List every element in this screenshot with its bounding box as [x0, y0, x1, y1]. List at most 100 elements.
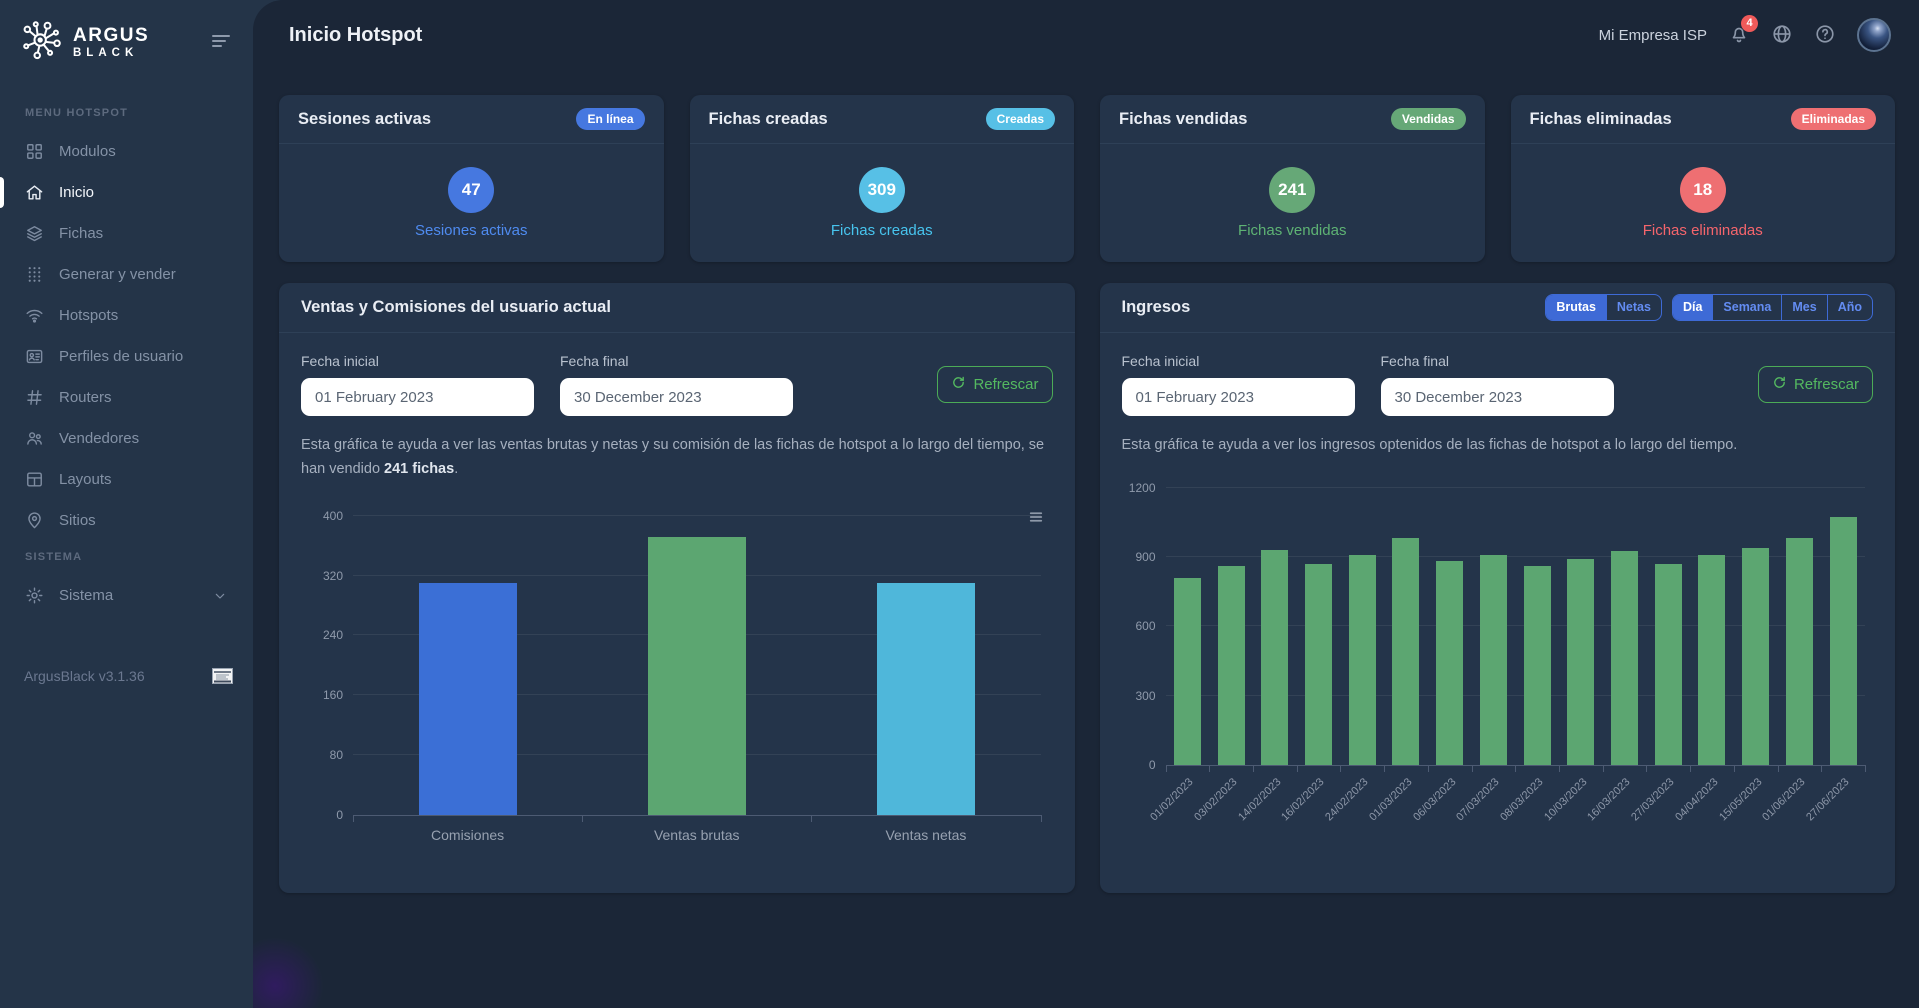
fecha-final-input[interactable] — [560, 378, 793, 416]
sidebar-item-label: Hotspots — [59, 307, 119, 324]
stat-card-fichas-vendidas: Fichas vendidas Vendidas 241 Fichas vendida… — [1100, 95, 1485, 262]
refresh-label: Refrescar — [973, 376, 1039, 393]
sidebar-item-label: Inicio — [59, 184, 95, 201]
language-button[interactable] — [1771, 23, 1793, 48]
ingresos-toggles: Brutas Netas Día Semana Mes Año — [1545, 294, 1873, 321]
bar-10-03-2023[interactable] — [1567, 559, 1595, 765]
bar-ventas-netas[interactable] — [876, 583, 975, 815]
corner-glow-decoration — [253, 938, 323, 1008]
bar-14-02-2023[interactable] — [1261, 550, 1289, 765]
sidebar-item-inicio[interactable]: Inicio — [0, 172, 253, 213]
status-badge: Creadas — [985, 108, 1055, 130]
bar-27-03-2023[interactable] — [1654, 564, 1682, 765]
bar-01-02-2023[interactable] — [1173, 577, 1201, 765]
bar-16-02-2023[interactable] — [1305, 564, 1333, 765]
ventas-description: Esta gráfica te ayuda a ver las ventas b… — [301, 437, 1045, 477]
help-button[interactable] — [1814, 23, 1836, 48]
stat-card-title: Fichas eliminadas — [1529, 109, 1672, 128]
bar-24-02-2023[interactable] — [1348, 554, 1376, 765]
bar-ventas-brutas[interactable] — [647, 536, 746, 815]
users-icon — [25, 429, 44, 448]
sidebar-item-layouts[interactable]: Layouts — [0, 459, 253, 500]
sidebar-item-perfiles-de-usuario[interactable]: Perfiles de usuario — [0, 336, 253, 377]
notifications-button[interactable]: 4 — [1728, 14, 1758, 48]
sidebar-footer: ArgusBlack v3.1.36 — [0, 668, 253, 684]
ventas-panel-title: Ventas y Comisiones del usuario actual — [301, 298, 611, 316]
bar-07-03-2023[interactable] — [1479, 554, 1507, 765]
y-tick-label: 400 — [322, 508, 343, 523]
sidebar-item-routers[interactable]: Routers — [0, 377, 253, 418]
stat-value-circle: 47 — [448, 166, 495, 213]
language-flag-icon[interactable] — [212, 668, 233, 684]
bar-16-03-2023[interactable] — [1611, 551, 1639, 765]
stat-card-title: Fichas creadas — [708, 109, 828, 128]
refresh-button[interactable]: Refrescar — [937, 366, 1053, 403]
sidebar-item-label: Fichas — [59, 225, 104, 242]
layout-icon — [25, 470, 44, 489]
app-version: ArgusBlack v3.1.36 — [24, 668, 145, 684]
bar-27-06-2023[interactable] — [1829, 516, 1857, 765]
bar-comisiones[interactable] — [418, 583, 517, 815]
fecha-inicial-field-group: Fecha inicial — [301, 353, 534, 416]
sidebar-item-label: Routers — [59, 389, 112, 406]
bar-08-03-2023[interactable] — [1523, 566, 1551, 765]
sidebar-collapse-button[interactable] — [205, 25, 237, 60]
stat-label: Fichas vendidas — [1238, 221, 1347, 239]
bar-06-03-2023[interactable] — [1436, 560, 1464, 765]
topbar-right: Mi Empresa ISP 4 — [1598, 14, 1891, 52]
fecha-inicial-input[interactable] — [1121, 378, 1355, 416]
stat-card-body: 241 Fichas vendidas — [1100, 144, 1485, 261]
sidebar-item-hotspots[interactable]: Hotspots — [0, 295, 253, 336]
stat-card-title: Sesiones activas — [298, 109, 431, 128]
sidebar: ARGUS BLACK MENU HOTSPOT Modulos Inicio Fic… — [0, 0, 253, 1008]
sidebar-item-sistema[interactable]: Sistema — [0, 575, 253, 616]
wifi-icon — [25, 306, 44, 325]
bar-03-02-2023[interactable] — [1217, 566, 1245, 765]
refresh-button[interactable]: Refrescar — [1757, 366, 1873, 403]
sidebar-item-generar-y-vender[interactable]: Generar y vender — [0, 254, 253, 295]
molecule-logo-icon — [20, 18, 64, 67]
stat-card-header: Fichas creadas Creadas — [689, 95, 1074, 144]
toggle-ano-button[interactable]: Año — [1826, 295, 1872, 320]
toggle-netas-button[interactable]: Netas — [1605, 295, 1661, 320]
toggle-dia-button[interactable]: Día — [1672, 295, 1713, 320]
hamburger-icon — [209, 35, 233, 56]
toggle-semana-button[interactable]: Semana — [1712, 295, 1781, 320]
bar-15-05-2023[interactable] — [1742, 547, 1770, 765]
ventas-panel-body: Fecha inicial Fecha final — [279, 333, 1075, 857]
sidebar-item-sitios[interactable]: Sitios — [0, 500, 253, 541]
bar-01-06-2023[interactable] — [1785, 537, 1813, 765]
stat-label: Sesiones activas — [414, 221, 528, 239]
period-toggle-group: Día Semana Mes Año — [1671, 294, 1873, 321]
stat-card-fichas-eliminadas: Fichas eliminadas Eliminadas 18 Fichas elim… — [1510, 95, 1895, 262]
fecha-inicial-label: Fecha inicial — [1121, 353, 1200, 369]
toggle-mes-button[interactable]: Mes — [1781, 295, 1826, 320]
sidebar-item-vendedores[interactable]: Vendedores — [0, 418, 253, 459]
fecha-final-input[interactable] — [1380, 378, 1614, 416]
gear-icon — [25, 586, 44, 605]
bar-01-03-2023[interactable] — [1392, 537, 1420, 765]
fecha-inicial-field-group: Fecha inicial — [1121, 353, 1355, 416]
stat-card-header: Fichas vendidas Vendidas — [1100, 95, 1485, 144]
stat-card-fichas-creadas: Fichas creadas Creadas 309 Fichas creadas — [689, 95, 1074, 262]
sidebar-nav: MENU HOTSPOT Modulos Inicio Fichas Generar y… — [0, 97, 253, 616]
fecha-inicial-input[interactable] — [301, 378, 534, 416]
sidebar-item-fichas[interactable]: Fichas — [0, 213, 253, 254]
hash-icon — [25, 388, 44, 407]
toggle-brutas-button[interactable]: Brutas — [1546, 295, 1606, 320]
company-name[interactable]: Mi Empresa ISP — [1598, 26, 1707, 44]
y-tick-label: 300 — [1135, 688, 1156, 703]
bell-icon — [1728, 23, 1750, 48]
y-tick-label: 320 — [322, 568, 343, 583]
notification-count-badge: 4 — [1741, 14, 1758, 32]
stat-label: Fichas eliminadas — [1642, 221, 1763, 239]
chart-menu-icon[interactable] — [1027, 508, 1045, 531]
user-avatar[interactable] — [1857, 18, 1891, 52]
logo-line-1: ARGUS — [73, 24, 150, 46]
stat-value-circle: 309 — [858, 166, 905, 213]
stat-value-circle: 18 — [1679, 166, 1726, 213]
gross-net-toggle-group: Brutas Netas — [1545, 294, 1662, 321]
sidebar-item-label: Generar y vender — [59, 266, 176, 283]
sidebar-item-modulos[interactable]: Modulos — [0, 131, 253, 172]
bar-04-04-2023[interactable] — [1698, 554, 1726, 765]
